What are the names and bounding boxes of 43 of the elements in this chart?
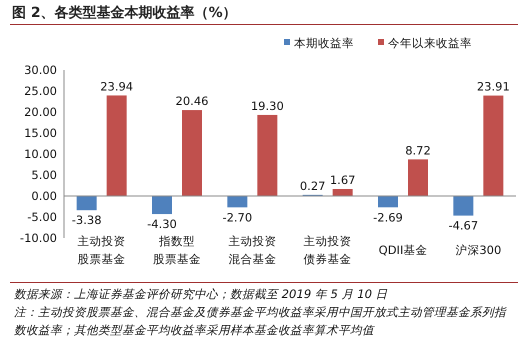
bar [152,196,172,214]
data-label: 19.30 [250,98,284,113]
y-tick-label: -10.00 [20,231,57,245]
bar [227,196,248,208]
y-tick-label: 30.00 [24,63,57,77]
y-tick-label: 5.00 [31,168,57,182]
text: 注：主动投资股票基金、混合基金及债券基金平均收益率采用中国开放式主动管理基金系列指数收益率；其他类型基金平均收益率采用样本基金收益率算术平均值 [14,304,508,339]
bar [257,114,278,196]
data-label: 1.67 [330,172,356,187]
x-tick-label: 主动投资股票基金 [78,234,126,266]
bar [378,196,398,208]
y-tick-label: 25.00 [24,84,57,98]
y-tick-label: 20.00 [24,105,57,119]
x-tick-label: 主动投资债券基金 [304,234,352,266]
bar [182,110,202,196]
y-tick-label: 0.00 [31,189,57,203]
x-tick-label: 指数型股票基金 [153,234,201,266]
chart-title: 图 2、各类型基金本期收益率（%） [12,4,237,22]
x-tick-label: 主动投资混合基金 [228,234,276,266]
bar [483,96,504,196]
data-label: -4.67 [448,218,478,233]
bar [106,95,127,196]
data-label: -2.70 [222,210,252,224]
data-label: 23.94 [100,79,134,94]
data-label: 8.72 [405,143,431,158]
bar [408,159,428,196]
data-label: 23.91 [476,80,510,94]
bar [332,188,353,196]
source-note: 数据来源：上海证券基金评价研究中心；数据截至 2019 年 5 月 10 日 [14,286,389,303]
data-label: 0.27 [300,178,326,193]
legend-label: 本期收益率 [294,36,354,50]
bar [76,196,97,210]
x-tick-label: QDII基金 [378,243,428,257]
legend-label: 今年以来收益率 [388,36,472,50]
y-tick-label: 10.00 [24,147,57,161]
x-tick-label: 沪深300 [455,243,502,257]
data-label: 20.46 [176,94,208,108]
data-label: -4.30 [147,217,177,232]
y-tick-label: 15.00 [24,126,57,140]
data-label: -3.38 [72,213,102,228]
data-label: -2.69 [373,210,403,224]
bar [453,196,474,216]
y-tick-label: -5.00 [27,210,57,224]
